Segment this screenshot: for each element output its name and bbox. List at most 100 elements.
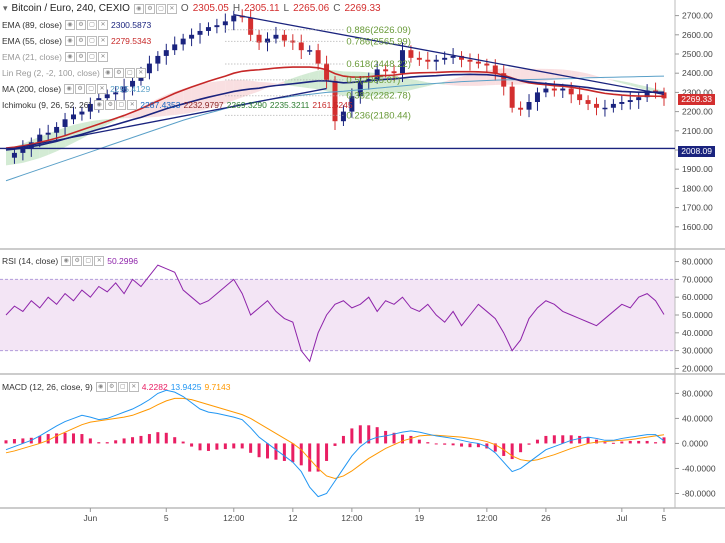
- candle-body[interactable]: [248, 17, 254, 35]
- uptrend-line[interactable]: [5, 87, 327, 151]
- settings-icon[interactable]: ⚙: [72, 256, 83, 266]
- close-icon[interactable]: ✕: [128, 382, 139, 392]
- candle-body[interactable]: [231, 15, 237, 22]
- settings-icon[interactable]: ⚙: [76, 52, 86, 62]
- eye-icon[interactable]: ◉: [95, 382, 106, 392]
- close-icon[interactable]: ✕: [97, 84, 108, 94]
- candle-body[interactable]: [349, 96, 355, 112]
- candle-body[interactable]: [332, 80, 338, 122]
- eye-icon[interactable]: ◉: [61, 256, 72, 266]
- eye-icon[interactable]: ◉: [64, 84, 75, 94]
- eye-icon[interactable]: ◉: [65, 52, 75, 62]
- indicator-ichimoku[interactable]: Ichimoku (9, 26, 52, 26) ◉ ⚙ ▢ ✕ 2287.4353 …: [2, 100, 353, 110]
- eye-icon[interactable]: ◉: [65, 20, 75, 30]
- indicator-icons[interactable]: ◉ ⚙ ▢ ✕: [95, 382, 139, 392]
- close-icon[interactable]: ✕: [98, 36, 108, 46]
- square-icon[interactable]: ▢: [87, 52, 97, 62]
- settings-icon[interactable]: ⚙: [106, 382, 117, 392]
- candle-body[interactable]: [146, 63, 152, 74]
- candle-body[interactable]: [172, 44, 178, 51]
- indicator-icons[interactable]: ◉ ⚙ ▢ ✕: [65, 36, 108, 46]
- settings-icon[interactable]: ⚙: [105, 100, 116, 110]
- candle-body[interactable]: [155, 55, 161, 64]
- macd-line[interactable]: [5, 389, 665, 498]
- candle-body[interactable]: [374, 69, 380, 79]
- candle-body[interactable]: [433, 59, 439, 62]
- candle-body[interactable]: [163, 50, 169, 56]
- candle-body[interactable]: [265, 38, 271, 43]
- candle-body[interactable]: [644, 90, 650, 98]
- candle-body[interactable]: [273, 34, 279, 39]
- candle-body[interactable]: [180, 38, 186, 45]
- candle-body[interactable]: [205, 27, 211, 31]
- candle-body[interactable]: [518, 107, 524, 110]
- candle-body[interactable]: [509, 86, 515, 108]
- square-icon[interactable]: ▢: [116, 100, 127, 110]
- candle-body[interactable]: [87, 103, 93, 112]
- candle-body[interactable]: [315, 50, 321, 64]
- candle-body[interactable]: [11, 152, 17, 158]
- candle-body[interactable]: [484, 63, 490, 66]
- indicator-icons[interactable]: ◉ ⚙ ▢ ✕: [102, 68, 146, 78]
- candle-body[interactable]: [568, 88, 574, 95]
- candle-body[interactable]: [222, 21, 228, 26]
- candle-body[interactable]: [45, 132, 51, 135]
- price-panel[interactable]: [0, 0, 675, 248]
- eye-icon[interactable]: ◉: [133, 3, 144, 14]
- ema55-line[interactable]: [5, 66, 665, 149]
- indicator-ema89[interactable]: EMA (89, close) ◉ ⚙ ▢ ✕ 2300.5873: [2, 20, 151, 30]
- eye-icon[interactable]: ◉: [65, 36, 75, 46]
- candle-body[interactable]: [256, 34, 262, 43]
- candle-body[interactable]: [585, 100, 591, 104]
- settings-icon[interactable]: ⚙: [76, 20, 86, 30]
- candle-body[interactable]: [442, 57, 448, 60]
- candle-body[interactable]: [281, 34, 287, 41]
- square-icon[interactable]: ▢: [87, 20, 97, 30]
- settings-icon[interactable]: ⚙: [75, 84, 86, 94]
- candle-body[interactable]: [467, 59, 473, 62]
- candle-body[interactable]: [619, 102, 625, 104]
- indicator-linreg[interactable]: Lin Reg (2, -2, 100, close) ◉ ⚙ ▢ ✕: [2, 68, 146, 78]
- eye-icon[interactable]: ◉: [102, 68, 113, 78]
- indicator-icons[interactable]: ◉ ⚙ ▢ ✕: [94, 100, 138, 110]
- settings-icon[interactable]: ⚙: [76, 36, 86, 46]
- ma200-line[interactable]: [5, 75, 665, 182]
- candle-body[interactable]: [602, 107, 608, 110]
- candle-body[interactable]: [459, 55, 465, 60]
- candle-body[interactable]: [526, 102, 532, 110]
- candle-body[interactable]: [543, 88, 549, 93]
- candle-body[interactable]: [366, 78, 372, 81]
- candle-body[interactable]: [475, 61, 481, 64]
- candle-body[interactable]: [298, 42, 304, 51]
- eye-icon[interactable]: ◉: [94, 100, 105, 110]
- candle-body[interactable]: [661, 92, 667, 99]
- close-icon[interactable]: ✕: [135, 68, 146, 78]
- candle-body[interactable]: [340, 111, 346, 122]
- candle-body[interactable]: [391, 71, 397, 74]
- close-icon[interactable]: ✕: [166, 3, 177, 14]
- candle-body[interactable]: [610, 103, 616, 108]
- macd-signal-line[interactable]: [5, 397, 665, 479]
- square-icon[interactable]: ▢: [117, 382, 128, 392]
- indicator-icons[interactable]: ◉ ⚙ ▢ ✕: [65, 20, 108, 30]
- candle-body[interactable]: [20, 148, 26, 153]
- candle-body[interactable]: [560, 88, 566, 91]
- indicator-ema55[interactable]: EMA (55, close) ◉ ⚙ ▢ ✕ 2279.5343: [2, 36, 151, 46]
- candle-body[interactable]: [636, 97, 642, 101]
- settings-icon[interactable]: ⚙: [144, 3, 155, 14]
- indicator-icons[interactable]: ◉ ⚙ ▢ ✕: [61, 256, 105, 266]
- candle-body[interactable]: [594, 103, 600, 108]
- square-icon[interactable]: ▢: [155, 3, 166, 14]
- candle-body[interactable]: [577, 94, 583, 101]
- close-icon[interactable]: ✕: [94, 256, 105, 266]
- indicator-icons[interactable]: ◉ ⚙ ▢ ✕: [64, 84, 108, 94]
- square-icon[interactable]: ▢: [83, 256, 94, 266]
- close-icon[interactable]: ✕: [98, 20, 108, 30]
- candle-body[interactable]: [121, 86, 127, 93]
- candle-body[interactable]: [383, 69, 389, 72]
- candle-body[interactable]: [627, 100, 633, 102]
- candle-body[interactable]: [104, 94, 110, 99]
- candle-body[interactable]: [290, 40, 296, 43]
- header-icons[interactable]: ◉ ⚙ ▢ ✕: [133, 3, 177, 14]
- square-icon[interactable]: ▢: [86, 84, 97, 94]
